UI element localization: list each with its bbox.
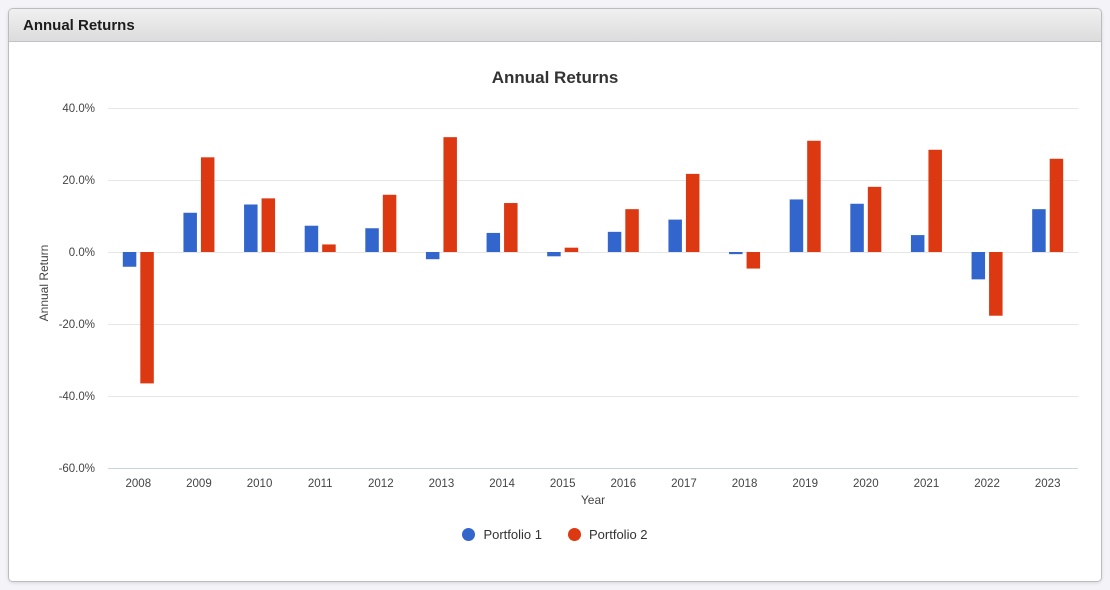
x-tick-2010: 2010 [247, 478, 273, 490]
chart-legend: Portfolio 1 Portfolio 2 [9, 524, 1101, 544]
bar-portfolio-2-2012[interactable] [382, 194, 397, 252]
bar-portfolio-1-2021[interactable] [910, 235, 925, 252]
legend-dot-portfolio-2 [568, 527, 581, 541]
x-tick-2012: 2012 [368, 478, 394, 490]
panel-header-title: Annual Returns [23, 16, 135, 34]
x-axis-title: Year [581, 493, 605, 507]
x-tick-2017: 2017 [671, 478, 697, 490]
chart-card: Annual Returns Annual Return 40.0% 20.0% 0… [9, 42, 1101, 581]
bar-portfolio-1-2013[interactable] [425, 252, 440, 260]
bar-portfolio-1-2009[interactable] [183, 212, 197, 252]
legend-item-portfolio-1: Portfolio 1 [462, 527, 542, 542]
bar-portfolio-1-2011[interactable] [304, 225, 319, 252]
legend-label-portfolio-2: Portfolio 2 [589, 526, 648, 542]
bar-portfolio-1-2022[interactable] [971, 252, 986, 280]
bar-portfolio-2-2008[interactable] [140, 252, 154, 384]
bar-portfolio-1-2008[interactable] [122, 252, 137, 267]
annual-returns-panel: Annual Returns Annual Returns Annual Ret… [8, 8, 1102, 582]
bar-portfolio-1-2018[interactable] [729, 252, 743, 255]
x-tick-2019: 2019 [792, 478, 818, 490]
bar-portfolio-1-2019[interactable] [789, 199, 804, 252]
bar-portfolio-2-2009[interactable] [200, 157, 215, 252]
x-tick-2015: 2015 [550, 478, 576, 490]
chart-title: Annual Returns [491, 68, 619, 87]
bar-portfolio-2-2013[interactable] [443, 137, 457, 252]
bar-portfolio-2-2011[interactable] [322, 244, 336, 252]
x-tick-2008: 2008 [126, 478, 152, 490]
x-tick-2011: 2011 [308, 478, 333, 490]
bar-portfolio-1-2020[interactable] [850, 203, 864, 252]
y-tick-40: 40.0% [62, 103, 95, 115]
x-tick-2022: 2022 [974, 478, 1000, 490]
x-tick-2023: 2023 [1035, 478, 1061, 490]
bar-portfolio-1-2014[interactable] [486, 232, 501, 252]
y-tick-20: 20.0% [62, 175, 95, 187]
y-tick-0: 0.0% [69, 247, 95, 259]
panel-header: Annual Returns [9, 9, 1101, 42]
bar-portfolio-2-2015[interactable] [564, 247, 579, 252]
legend-item-portfolio-2: Portfolio 2 [568, 527, 648, 542]
x-tick-2009: 2009 [186, 478, 212, 490]
x-tick-2014: 2014 [489, 478, 515, 490]
bar-portfolio-1-2012[interactable] [365, 228, 379, 252]
x-tick-2020: 2020 [853, 478, 879, 490]
bar-portfolio-2-2020[interactable] [867, 186, 882, 252]
y-tick--40: -40.0% [59, 391, 95, 403]
bar-portfolio-2-2016[interactable] [625, 209, 639, 252]
bar-portfolio-2-2021[interactable] [928, 149, 942, 252]
x-tick-2016: 2016 [611, 478, 637, 490]
y-tick--20: -20.0% [59, 319, 95, 331]
bar-portfolio-1-2015[interactable] [547, 252, 561, 257]
bar-portfolio-2-2023[interactable] [1049, 158, 1064, 252]
annual-returns-bar-chart: 40.0% 20.0% 0.0% -20.0% -40.0% -60.0% 2008 2009… [59, 103, 1078, 507]
y-tick--60: -60.0% [59, 463, 95, 475]
bar-portfolio-2-2010[interactable] [261, 198, 276, 252]
bar-portfolio-1-2016[interactable] [607, 231, 622, 252]
legend-label-portfolio-1: Portfolio 1 [483, 526, 542, 542]
x-tick-2013: 2013 [429, 478, 455, 490]
bar-portfolio-2-2022[interactable] [989, 252, 1003, 316]
bar-portfolio-2-2017[interactable] [685, 173, 700, 252]
bar-portfolio-2-2019[interactable] [807, 140, 821, 252]
x-tick-2018: 2018 [732, 478, 758, 490]
bar-portfolio-2-2014[interactable] [504, 203, 518, 252]
bar-portfolio-1-2023[interactable] [1032, 209, 1046, 252]
bar-portfolio-2-2018[interactable] [746, 252, 761, 269]
bar-portfolio-1-2010[interactable] [244, 204, 258, 252]
legend-dot-portfolio-1 [462, 527, 476, 541]
x-tick-2021: 2021 [914, 478, 940, 490]
bar-portfolio-1-2017[interactable] [668, 219, 682, 252]
